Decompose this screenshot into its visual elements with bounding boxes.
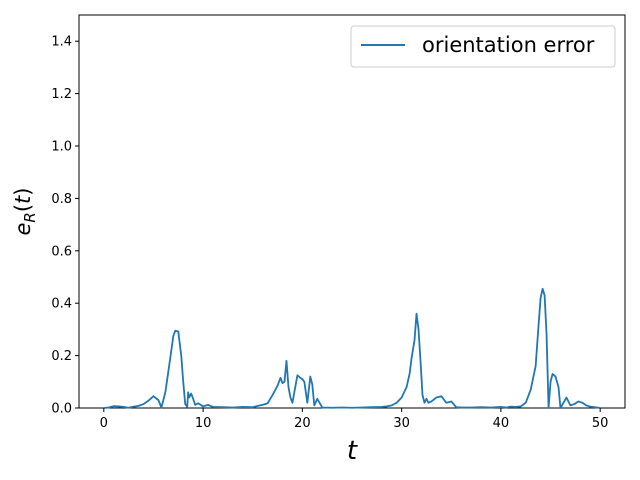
- legend-label: orientation error: [422, 33, 595, 57]
- y-tick-label: 1.2: [51, 87, 72, 102]
- x-tick-label: 30: [393, 416, 410, 431]
- y-axis-label: eR(t): [11, 188, 39, 236]
- y-tick-label: 1.4: [51, 35, 72, 50]
- y-tick-label: 0.6: [51, 244, 72, 259]
- y-tick-label: 0.2: [51, 349, 72, 364]
- legend-box: [350, 25, 616, 68]
- series-layer: [102, 287, 602, 409]
- y-tick-label: 0.4: [51, 297, 72, 312]
- series-line-0: [102, 287, 602, 409]
- legend: orientation error: [350, 25, 616, 68]
- plot-frame: [78, 14, 626, 409]
- x-axis-ticks: 0 10 20 30 40 50: [100, 408, 609, 431]
- x-tick-label: 10: [195, 416, 212, 431]
- x-tick-label: 0: [100, 416, 108, 431]
- y-axis-ticks: 0.0 0.2 0.4 0.6 0.8 1.0 1.2 1.4: [51, 35, 79, 417]
- x-tick-label: 40: [493, 416, 510, 431]
- y-tick-label: 0.0: [51, 402, 72, 417]
- x-axis-label: t: [347, 436, 358, 466]
- x-tick-label: 20: [294, 416, 311, 431]
- y-tick-label: 1.0: [51, 140, 72, 155]
- x-tick-label: 50: [592, 416, 609, 431]
- axes-frame: [78, 14, 626, 409]
- y-tick-label: 0.8: [51, 192, 72, 207]
